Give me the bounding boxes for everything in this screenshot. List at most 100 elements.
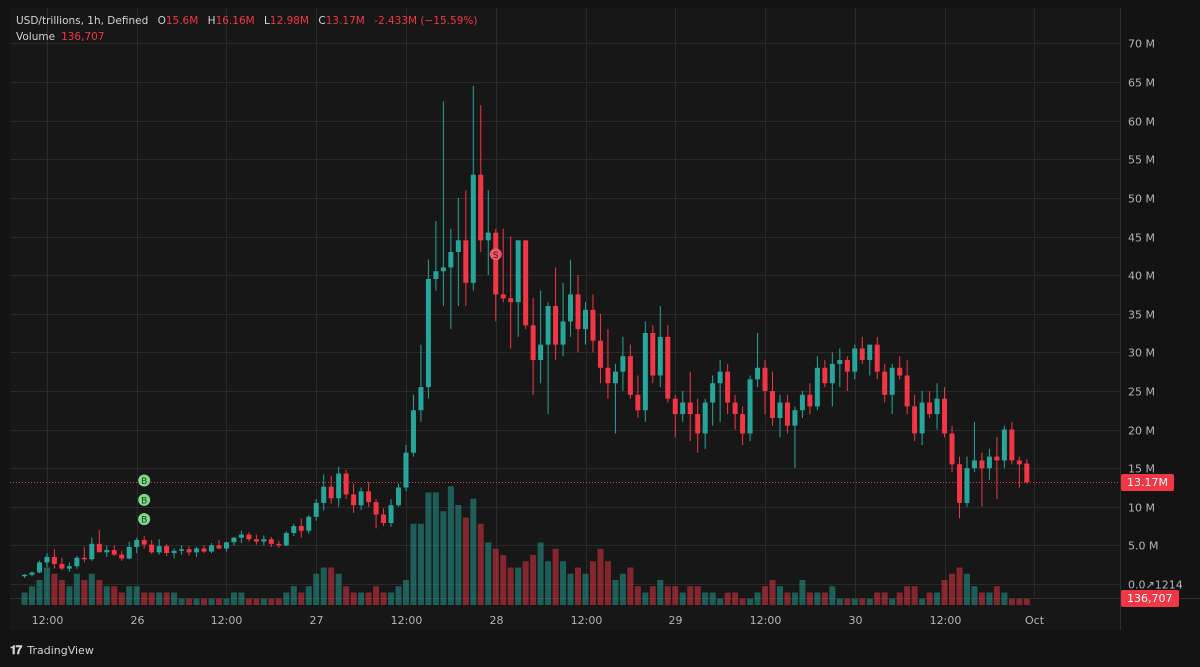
volume-bar xyxy=(133,586,140,605)
volume-bar xyxy=(522,561,529,605)
candle-body xyxy=(889,367,895,395)
candle-body xyxy=(702,402,708,434)
volume-bar xyxy=(320,567,327,605)
volume-bar xyxy=(1016,598,1023,605)
candle-body xyxy=(36,562,42,573)
candle-body xyxy=(740,414,746,434)
candle-body xyxy=(231,537,237,543)
open-value: 15.6M xyxy=(165,15,199,27)
volume-bar xyxy=(911,586,918,605)
volume-bar xyxy=(702,592,709,605)
volume-bar xyxy=(230,592,237,605)
candle-body xyxy=(396,487,401,506)
volume-bar xyxy=(126,586,133,605)
volume-bar xyxy=(290,586,297,605)
volume-bar xyxy=(687,586,694,605)
tradingview-logo[interactable]: 𝟏𝟕 TradingView xyxy=(10,643,94,658)
low-key: L xyxy=(264,15,270,27)
candle-body xyxy=(29,572,35,575)
candle-body xyxy=(336,473,342,499)
volume-bar xyxy=(515,567,522,605)
x-tick-label: 12:00 xyxy=(750,614,782,627)
y-tick-label: 40 M xyxy=(1128,270,1155,283)
candle-body xyxy=(717,371,723,384)
candle-body xyxy=(650,333,656,376)
candle-body xyxy=(164,546,170,554)
volume-bar xyxy=(851,598,858,605)
volume-bar xyxy=(545,561,552,605)
candle-body xyxy=(216,545,222,549)
volume-bar xyxy=(507,567,514,605)
change-value: -2.433M (−15.59%) xyxy=(374,15,478,27)
candle-body xyxy=(560,321,566,345)
volume-bar xyxy=(866,598,873,605)
volume-key[interactable]: Volume xyxy=(16,31,56,43)
signal-label: B xyxy=(141,477,147,487)
volume-bar xyxy=(978,592,985,605)
x-tick-label: 12:00 xyxy=(930,614,962,627)
candle-body xyxy=(568,294,574,322)
volume-bar xyxy=(724,592,731,605)
candle-body xyxy=(44,556,50,563)
candle-body xyxy=(261,539,267,542)
volume-bar xyxy=(986,592,993,605)
volume-bar xyxy=(604,561,611,605)
candle-body xyxy=(874,344,880,372)
y-tick-label: 10 M xyxy=(1128,502,1155,515)
y-tick-label: 15 M xyxy=(1128,463,1155,476)
x-tick-label: Oct xyxy=(1025,614,1045,627)
volume-bar xyxy=(81,580,88,605)
ohlc-row: USD/trillions, 1h, Defined O15.6M H16.16… xyxy=(16,13,477,29)
volume-bar xyxy=(993,586,1000,605)
volume-bar xyxy=(784,592,791,605)
volume-bar xyxy=(889,598,896,605)
volume-bar xyxy=(769,580,776,605)
volume-bar xyxy=(500,555,507,605)
volume-bar xyxy=(402,580,409,605)
candle-body xyxy=(784,402,790,426)
footer xyxy=(0,634,1200,667)
candle-body xyxy=(612,371,618,384)
candle-body xyxy=(687,402,693,415)
volume-bar xyxy=(455,505,462,605)
candle-body xyxy=(74,557,80,567)
candle-body xyxy=(792,410,798,426)
volume-bar xyxy=(537,542,544,605)
volume-bar xyxy=(111,586,118,605)
volume-bar xyxy=(679,592,686,605)
candle-body xyxy=(665,336,671,399)
volume-bar xyxy=(904,586,911,605)
volume-bar xyxy=(193,598,200,605)
volume-bar xyxy=(395,586,402,605)
volume-bar xyxy=(530,555,537,605)
candle-body xyxy=(882,371,888,395)
candle-body xyxy=(747,379,753,434)
symbol-label[interactable]: USD/trillions, 1h, Defined xyxy=(16,15,149,27)
candle-body xyxy=(81,557,87,560)
volume-bar xyxy=(963,573,970,605)
volume-bar xyxy=(260,598,267,605)
x-tick-label: 30 xyxy=(849,614,863,627)
volume-bar xyxy=(754,592,761,605)
volume-bar xyxy=(1008,598,1015,605)
volume-bar xyxy=(814,592,821,605)
volume-bar xyxy=(477,523,484,605)
volume-bar xyxy=(313,573,320,605)
candle-body xyxy=(897,367,903,376)
volume-bar xyxy=(619,573,626,605)
x-tick-label: 26 xyxy=(131,614,145,627)
candle-body xyxy=(949,433,955,465)
y-tick-label: 25 M xyxy=(1128,386,1155,399)
candle-body xyxy=(642,333,648,411)
volume-bar xyxy=(747,598,754,605)
candle-body xyxy=(538,344,544,361)
signal-label: B xyxy=(141,496,147,506)
candle-body xyxy=(523,240,529,326)
candle-body xyxy=(134,539,140,547)
volume-bar xyxy=(762,586,769,605)
candle-body xyxy=(410,410,416,453)
candle-body xyxy=(695,414,701,434)
tradingview-mark-icon: 𝟏𝟕 xyxy=(10,643,22,657)
